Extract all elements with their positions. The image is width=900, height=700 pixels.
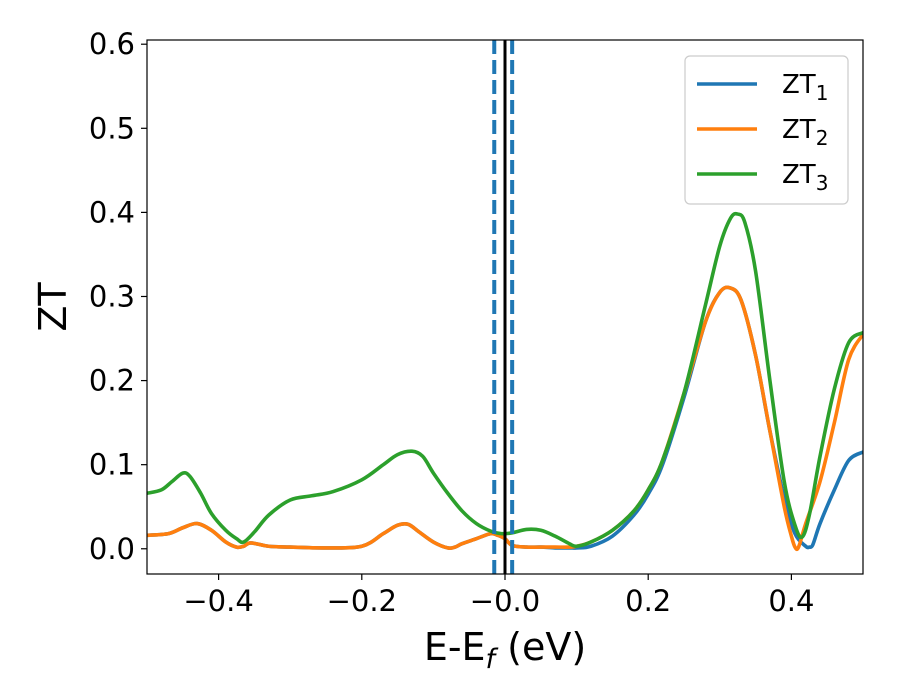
legend-box (684, 55, 849, 205)
y-tick-label: 0.5 (89, 111, 135, 145)
legend-label-zt3: ZT3 (782, 160, 828, 195)
x-axis-ticks: −0.4 −0.2 −0.0 0.2 0.4 (183, 574, 814, 618)
x-axis-title-unit: (eV) (495, 625, 586, 669)
series-line-zt2 (147, 285, 863, 552)
y-tick-label: 0.3 (89, 279, 135, 313)
x-tick-label: 0.2 (625, 584, 671, 618)
y-tick-label: 0.6 (89, 27, 135, 61)
legend: ZT1 ZT2 ZT3 (684, 55, 849, 205)
y-tick-label: 0.1 (89, 448, 135, 482)
fermi-level-lines (492, 40, 515, 574)
y-axis-title: ZT (31, 282, 75, 332)
y-tick-label: 0.4 (89, 195, 135, 229)
x-tick-label: −0.4 (183, 584, 253, 618)
x-axis-title: E-Ef (eV) (424, 625, 586, 675)
x-tick-label: 0.4 (768, 584, 814, 618)
series-line-zt3 (147, 211, 863, 549)
x-tick-label: −0.0 (470, 584, 540, 618)
y-tick-label: 0.0 (89, 532, 135, 566)
legend-label-zt1: ZT1 (782, 70, 828, 105)
series-layer (147, 211, 863, 552)
x-axis-title-main: E-E (424, 625, 486, 669)
y-axis-ticks: 0.0 0.1 0.2 0.3 0.4 0.5 0.6 (89, 27, 147, 566)
x-tick-label: −0.2 (327, 584, 397, 618)
legend-label-zt2: ZT2 (782, 115, 828, 150)
y-tick-label: 0.2 (89, 364, 135, 398)
